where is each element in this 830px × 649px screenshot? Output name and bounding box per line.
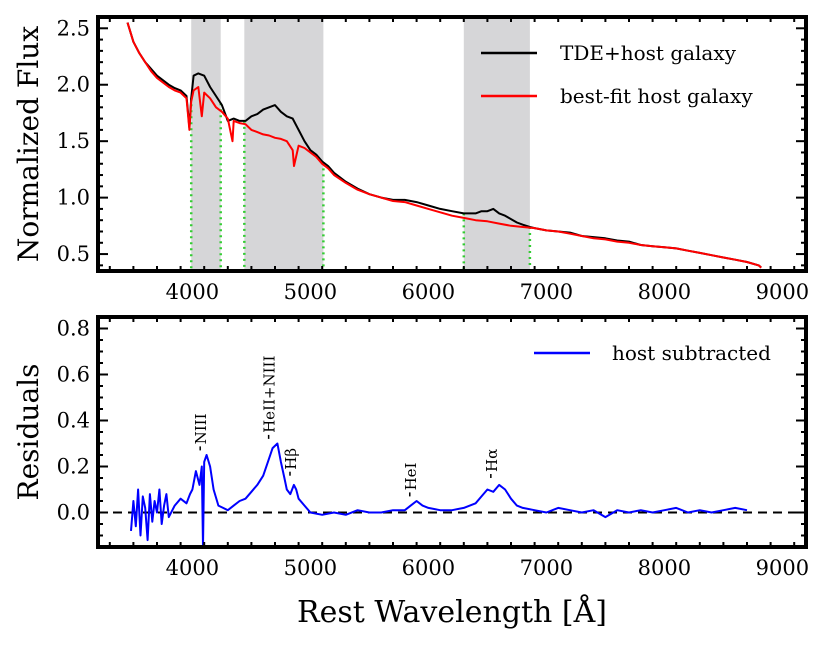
x-tick-label: 4000 [166,280,219,304]
y-tick-label: 0.5 [57,242,90,266]
legend-label-host-subtracted: host subtracted [612,341,771,365]
x-tick-label: 7000 [520,556,573,580]
bottom-legend: host subtracted [534,341,771,365]
shaded-region-1 [191,17,221,271]
shaded-region-3 [463,17,530,271]
y-tick-label: 0.0 [57,501,90,525]
line-label-h: Hα [483,449,501,472]
line-label-hei: HeI [402,462,420,490]
y-tick-label: 0.8 [57,317,90,341]
x-tick-label: 5000 [284,556,337,580]
y-tick-label: 2.5 [57,16,90,40]
x-axis-title: Rest Wavelength [Å] [297,594,607,630]
series-host-subtracted [130,442,748,547]
x-tick-label: 6000 [402,280,455,304]
shaded-regions [191,17,530,271]
bottom-y-ticks: 0.0 0.2 0.4 0.6 0.8 [57,316,806,537]
series-best-fit-host-galaxy [126,22,762,269]
top-plot-frame [96,15,808,273]
top-y-ticks: 0.5 1.0 1.5 2.0 2.5 [57,16,806,267]
bottom-x-ticks: 4000 5000 6000 7000 8000 9000 [108,317,809,580]
top-x-ticks: 4000 5000 6000 7000 8000 9000 [108,17,809,304]
y-tick-label: 1.5 [57,129,90,153]
x-tick-label: 6000 [402,556,455,580]
x-tick-label: 8000 [638,280,691,304]
top-series-group [126,22,762,269]
line-label-niii: NIII [192,413,210,444]
top-panel: 4000 5000 6000 7000 8000 9000 0.5 1.0 1.5 2.0 2.5… [12,15,809,304]
top-legend: TDE+host galaxy best-fit host galaxy [481,41,753,108]
bottom-y-axis-title: Residuals [12,364,45,501]
x-tick-label: 9000 [756,280,809,304]
x-tick-label: 4000 [166,556,219,580]
shaded-region-2 [244,17,324,271]
legend-label-best-fit-host: best-fit host galaxy [560,84,753,108]
y-tick-label: 0.6 [57,363,90,387]
line-label-heii-niii: HeII+NIII [261,356,279,433]
x-tick-label: 8000 [638,556,691,580]
x-tick-label: 9000 [756,556,809,580]
x-tick-label: 7000 [520,280,573,304]
top-y-axis-title: Normalized Flux [12,26,45,262]
x-tick-label: 5000 [284,280,337,304]
bottom-series-group [130,442,748,547]
y-tick-label: 0.2 [57,455,90,479]
y-tick-label: 0.4 [57,409,90,433]
y-tick-label: 1.0 [57,186,90,210]
y-tick-label: 2.0 [57,73,90,97]
region-boundary-lines [189,98,532,271]
line-label-h: Hβ [282,448,300,470]
legend-label-tde-host: TDE+host galaxy [560,41,737,65]
